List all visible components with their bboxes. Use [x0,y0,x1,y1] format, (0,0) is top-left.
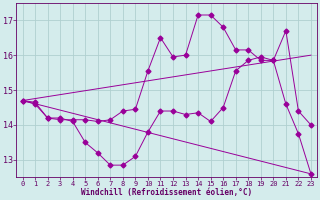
X-axis label: Windchill (Refroidissement éolien,°C): Windchill (Refroidissement éolien,°C) [81,188,252,197]
